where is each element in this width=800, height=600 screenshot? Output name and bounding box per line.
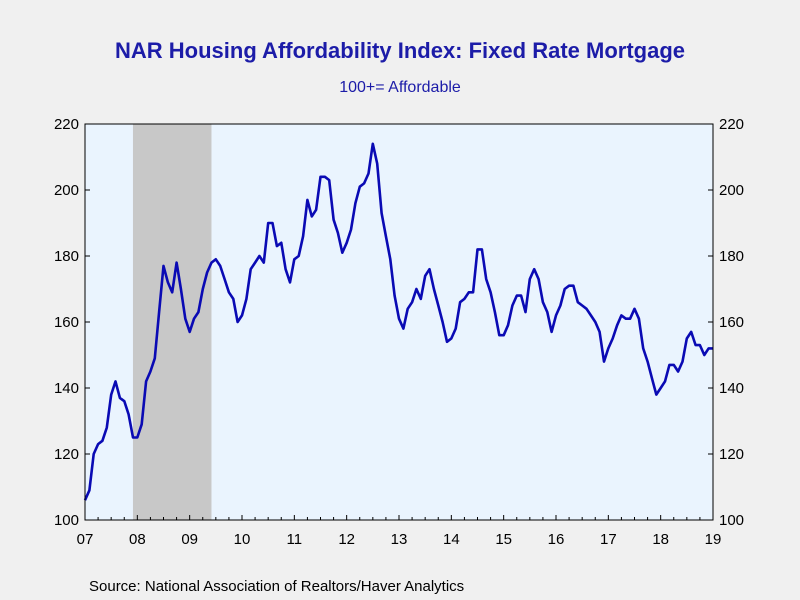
x-tick-label: 09 xyxy=(181,531,198,548)
x-tick-label: 15 xyxy=(495,531,512,548)
y-tick-label-left: 220 xyxy=(54,116,79,133)
recession-shading xyxy=(132,124,212,520)
y-tick-label-right: 100 xyxy=(719,512,744,529)
y-tick-label-left: 100 xyxy=(54,512,79,529)
x-tick-label: 17 xyxy=(600,531,617,548)
x-tick-label: 18 xyxy=(652,531,669,548)
x-tick-label: 10 xyxy=(234,531,251,548)
x-tick-label: 08 xyxy=(129,531,146,548)
y-tick-label-left: 140 xyxy=(54,380,79,397)
x-tick-label: 12 xyxy=(338,531,355,548)
y-tick-label-left: 120 xyxy=(54,446,79,463)
x-tick-label: 19 xyxy=(705,531,722,548)
y-tick-label-right: 160 xyxy=(719,314,744,331)
y-tick-label-right: 200 xyxy=(719,182,744,199)
x-tick-label: 14 xyxy=(443,531,460,548)
x-tick-label: 07 xyxy=(77,531,94,548)
x-tick-label: 16 xyxy=(548,531,565,548)
chart-subtitle: 100+= Affordable xyxy=(339,79,461,96)
y-ticks-right: 100 120 140 160 180 200 220 xyxy=(708,116,744,529)
y-tick-label-right: 140 xyxy=(719,380,744,397)
y-ticks-left: 100 120 140 160 180 200 220 xyxy=(54,116,90,529)
x-tick-label: 13 xyxy=(391,531,408,548)
y-tick-label-left: 160 xyxy=(54,314,79,331)
source-note: Source: National Association of Realtors… xyxy=(89,578,465,595)
x-tick-label: 11 xyxy=(287,531,303,548)
y-tick-label-right: 120 xyxy=(719,446,744,463)
series-line xyxy=(83,142,713,501)
x-ticks: 07 08 09 10 11 12 13 14 15 16 17 18 19 xyxy=(77,515,722,548)
y-tick-label-right: 180 xyxy=(719,248,744,265)
y-tick-label-left: 200 xyxy=(54,182,79,199)
y-tick-label-right: 220 xyxy=(719,116,744,133)
chart-title: NAR Housing Affordability Index: Fixed R… xyxy=(115,38,685,63)
y-tick-label-left: 180 xyxy=(54,248,79,265)
plot-frame xyxy=(84,123,714,521)
